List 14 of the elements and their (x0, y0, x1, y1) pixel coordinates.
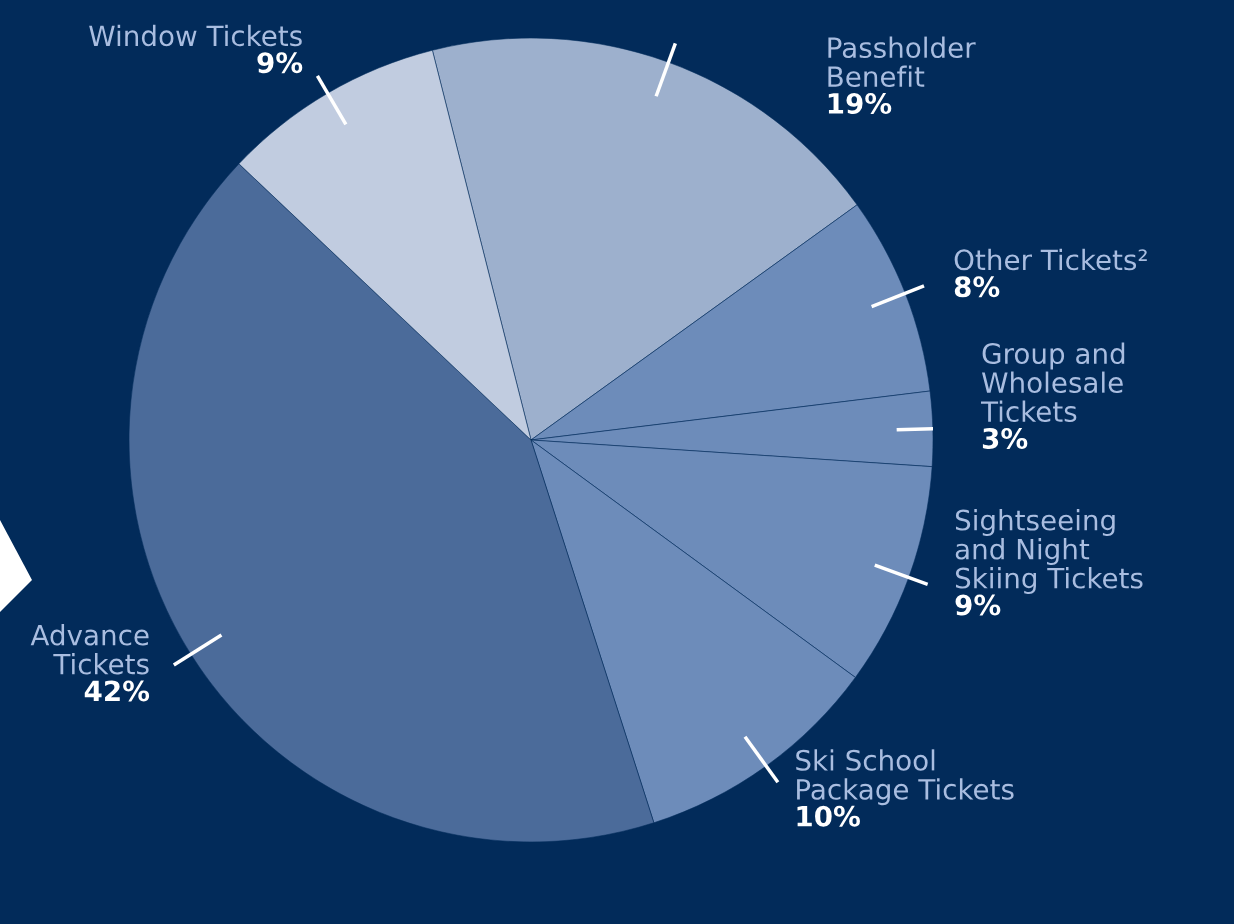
slice-label: Other Tickets² (954, 248, 1147, 271)
slice-label: Passholder Benefit (828, 36, 976, 88)
data-label: 8% (954, 276, 1000, 298)
data-label: 3% (982, 427, 1028, 449)
data-label: 42% (84, 680, 150, 702)
slice-label: Advance Tickets (30, 624, 149, 675)
data-label: 10% (797, 805, 860, 827)
data-label: 9% (955, 594, 1001, 616)
slice-label: Group and Wholesale Tickets (980, 342, 1125, 423)
slice-label: Sightseeing and Night Skiing Tickets (955, 509, 1143, 594)
data-label: 9% (257, 52, 303, 74)
data-label: 19% (828, 92, 892, 114)
slice-label: Window Tickets (89, 24, 302, 47)
slice-label: Ski School Package Tickets (796, 749, 1014, 806)
